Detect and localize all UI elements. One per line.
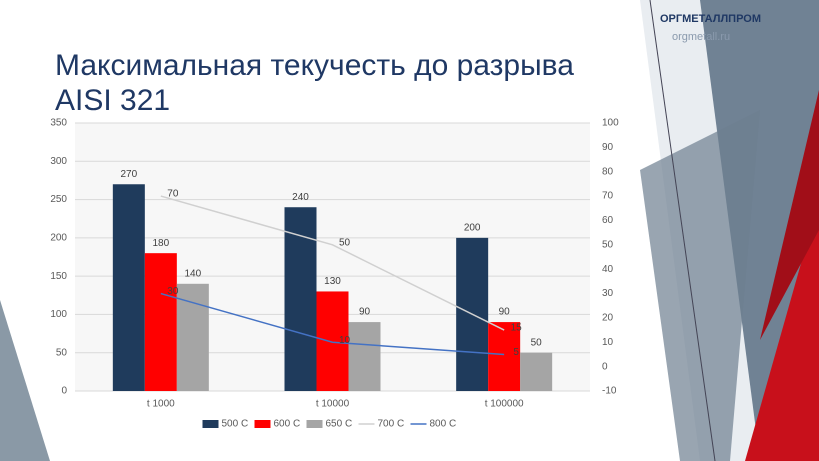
y2-tick-label: 30 bbox=[602, 288, 614, 299]
data-label: 140 bbox=[184, 268, 201, 279]
y-tick-label: 50 bbox=[56, 347, 68, 358]
data-label: 200 bbox=[464, 222, 481, 233]
legend-label: 650 C bbox=[326, 419, 353, 430]
logo: ОРГМЕТАЛЛПРОМ bbox=[660, 13, 761, 25]
y2-tick-label: 10 bbox=[602, 337, 614, 348]
legend-label: 600 C bbox=[274, 419, 301, 430]
y2-tick-label: 40 bbox=[602, 264, 614, 275]
data-label: 240 bbox=[292, 192, 309, 203]
legend-swatch bbox=[306, 420, 323, 428]
legend-label: 500 C bbox=[222, 419, 249, 430]
y-tick-label: 300 bbox=[50, 156, 67, 167]
data-label: 90 bbox=[499, 307, 511, 318]
data-label: 10 bbox=[339, 335, 351, 346]
data-label: 50 bbox=[339, 237, 351, 248]
x-tick-label: t 10000 bbox=[316, 399, 350, 410]
bar bbox=[144, 253, 177, 391]
data-label: 50 bbox=[531, 337, 543, 348]
data-label: 130 bbox=[324, 276, 341, 287]
y2-tick-label: 70 bbox=[602, 191, 614, 202]
y-tick-label: 100 bbox=[50, 309, 67, 320]
bar bbox=[112, 184, 145, 391]
bar bbox=[488, 322, 521, 391]
y2-tick-label: 90 bbox=[602, 142, 614, 153]
data-label: 90 bbox=[359, 307, 371, 318]
y2-tick-label: 20 bbox=[602, 313, 614, 324]
bar bbox=[520, 352, 553, 391]
title: AISI 321 bbox=[55, 84, 170, 117]
y2-tick-label: 0 bbox=[602, 361, 608, 372]
y-tick-label: 350 bbox=[50, 118, 67, 129]
data-label: 70 bbox=[167, 189, 179, 200]
y2-tick-label: 60 bbox=[602, 215, 614, 226]
bar bbox=[348, 322, 381, 391]
y-tick-label: 250 bbox=[50, 194, 67, 205]
y-tick-label: 200 bbox=[50, 232, 67, 243]
y2-tick-label: 50 bbox=[602, 239, 614, 250]
y2-tick-label: 80 bbox=[602, 166, 614, 177]
data-label: 15 bbox=[511, 323, 523, 334]
legend-swatch bbox=[254, 420, 271, 428]
bar bbox=[176, 283, 209, 391]
bar bbox=[284, 207, 317, 391]
bar bbox=[316, 291, 349, 391]
y2-tick-label: -10 bbox=[602, 386, 617, 397]
title: Максимальная текучесть до разрыва bbox=[55, 49, 574, 82]
y2-tick-label: 100 bbox=[602, 118, 619, 129]
x-tick-label: t 1000 bbox=[147, 399, 175, 410]
line bbox=[160, 195, 505, 331]
data-label: 5 bbox=[513, 347, 519, 358]
line bbox=[160, 292, 505, 356]
data-label: 30 bbox=[167, 286, 179, 297]
y-tick-label: 150 bbox=[50, 271, 67, 282]
legend-label: 800 C bbox=[430, 419, 457, 430]
data-label: 270 bbox=[120, 169, 137, 180]
y-tick-label: 0 bbox=[61, 386, 67, 397]
site: orgmetall.ru bbox=[672, 31, 730, 43]
legend-swatch bbox=[202, 420, 219, 428]
data-label: 180 bbox=[152, 238, 169, 249]
legend-label: 700 C bbox=[378, 419, 405, 430]
x-tick-label: t 100000 bbox=[485, 399, 524, 410]
